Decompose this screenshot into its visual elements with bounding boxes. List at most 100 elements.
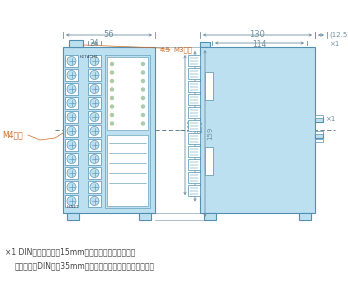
Text: 24: 24 bbox=[90, 39, 99, 48]
Circle shape bbox=[67, 99, 76, 108]
Text: (12.5): (12.5) bbox=[329, 32, 348, 38]
Bar bbox=[65, 139, 78, 151]
Bar bbox=[88, 97, 101, 109]
Text: ×1 DINレール（高さ15mm）取り付けの場合です。: ×1 DINレール（高さ15mm）取り付けの場合です。 bbox=[5, 247, 135, 256]
Bar bbox=[88, 195, 101, 207]
Text: ×1: ×1 bbox=[329, 41, 339, 47]
Bar bbox=[188, 159, 200, 170]
Text: 150: 150 bbox=[197, 119, 203, 133]
Circle shape bbox=[90, 126, 99, 136]
Bar bbox=[107, 135, 148, 206]
Circle shape bbox=[111, 80, 113, 83]
Circle shape bbox=[142, 97, 144, 100]
Bar bbox=[315, 133, 323, 138]
Bar bbox=[65, 69, 78, 81]
Text: 114: 114 bbox=[252, 40, 267, 49]
Bar bbox=[205, 147, 213, 175]
Bar bbox=[88, 69, 101, 81]
Circle shape bbox=[111, 105, 113, 108]
Bar bbox=[188, 146, 200, 157]
Circle shape bbox=[111, 122, 113, 125]
Circle shape bbox=[142, 63, 144, 66]
Bar bbox=[65, 181, 78, 193]
Circle shape bbox=[111, 88, 113, 91]
Circle shape bbox=[142, 80, 144, 83]
Bar bbox=[63, 47, 155, 213]
Bar bbox=[188, 120, 200, 131]
Bar bbox=[65, 111, 78, 123]
Bar bbox=[65, 153, 78, 165]
Text: ×1: ×1 bbox=[325, 116, 335, 122]
Bar bbox=[188, 185, 200, 196]
Bar bbox=[299, 213, 311, 220]
Bar bbox=[65, 55, 78, 67]
Bar bbox=[88, 153, 101, 165]
Bar bbox=[65, 125, 78, 137]
Circle shape bbox=[90, 196, 99, 206]
Text: H-NET: H-NET bbox=[67, 205, 80, 209]
Circle shape bbox=[67, 140, 76, 150]
Bar bbox=[65, 167, 78, 179]
Circle shape bbox=[142, 105, 144, 108]
Bar bbox=[65, 195, 78, 207]
Bar bbox=[200, 42, 210, 47]
Bar bbox=[69, 40, 83, 47]
Bar bbox=[65, 97, 78, 109]
Text: 130: 130 bbox=[250, 30, 266, 39]
Bar bbox=[88, 125, 101, 137]
Circle shape bbox=[90, 113, 99, 122]
Circle shape bbox=[67, 126, 76, 136]
Circle shape bbox=[90, 154, 99, 164]
Circle shape bbox=[90, 99, 99, 108]
Bar bbox=[88, 55, 101, 67]
Bar bbox=[65, 83, 78, 95]
Circle shape bbox=[67, 85, 76, 94]
Circle shape bbox=[67, 196, 76, 206]
Circle shape bbox=[90, 71, 99, 80]
Circle shape bbox=[90, 57, 99, 66]
Bar bbox=[107, 57, 148, 130]
Circle shape bbox=[67, 113, 76, 122]
Text: M3ネジ: M3ネジ bbox=[173, 47, 192, 53]
Circle shape bbox=[111, 71, 113, 74]
Circle shape bbox=[90, 168, 99, 178]
Circle shape bbox=[67, 168, 76, 178]
Circle shape bbox=[67, 57, 76, 66]
Circle shape bbox=[67, 71, 76, 80]
Text: 159: 159 bbox=[207, 127, 213, 140]
Bar bbox=[188, 133, 200, 144]
Bar bbox=[205, 72, 213, 100]
Circle shape bbox=[90, 85, 99, 94]
Circle shape bbox=[142, 88, 144, 91]
Circle shape bbox=[111, 63, 113, 66]
Bar bbox=[88, 167, 101, 179]
Circle shape bbox=[67, 154, 76, 164]
Bar bbox=[105, 55, 150, 208]
Text: M4ネジ: M4ネジ bbox=[2, 131, 23, 139]
Bar bbox=[315, 139, 323, 142]
Text: （レールはDIN標渤35mm（強力形）をご使用ください。）: （レールはDIN標渤35mm（強力形）をご使用ください。） bbox=[15, 261, 155, 270]
Text: 140: 140 bbox=[187, 118, 193, 132]
Bar bbox=[188, 81, 200, 92]
Circle shape bbox=[111, 114, 113, 117]
Bar bbox=[139, 213, 151, 220]
Bar bbox=[188, 55, 200, 66]
Bar bbox=[315, 131, 323, 134]
Circle shape bbox=[142, 122, 144, 125]
Bar bbox=[315, 117, 323, 122]
Bar bbox=[67, 213, 79, 220]
Bar bbox=[188, 94, 200, 105]
Bar bbox=[188, 107, 200, 118]
Bar bbox=[88, 83, 101, 95]
Circle shape bbox=[90, 140, 99, 150]
Text: 56: 56 bbox=[104, 30, 114, 39]
Bar bbox=[315, 115, 323, 118]
Bar bbox=[188, 172, 200, 183]
Bar bbox=[188, 68, 200, 79]
Bar bbox=[88, 181, 101, 193]
Text: HITACHI: HITACHI bbox=[80, 55, 98, 59]
Circle shape bbox=[142, 114, 144, 117]
Bar bbox=[204, 213, 216, 220]
Text: 4.5: 4.5 bbox=[160, 47, 171, 53]
Circle shape bbox=[90, 182, 99, 192]
